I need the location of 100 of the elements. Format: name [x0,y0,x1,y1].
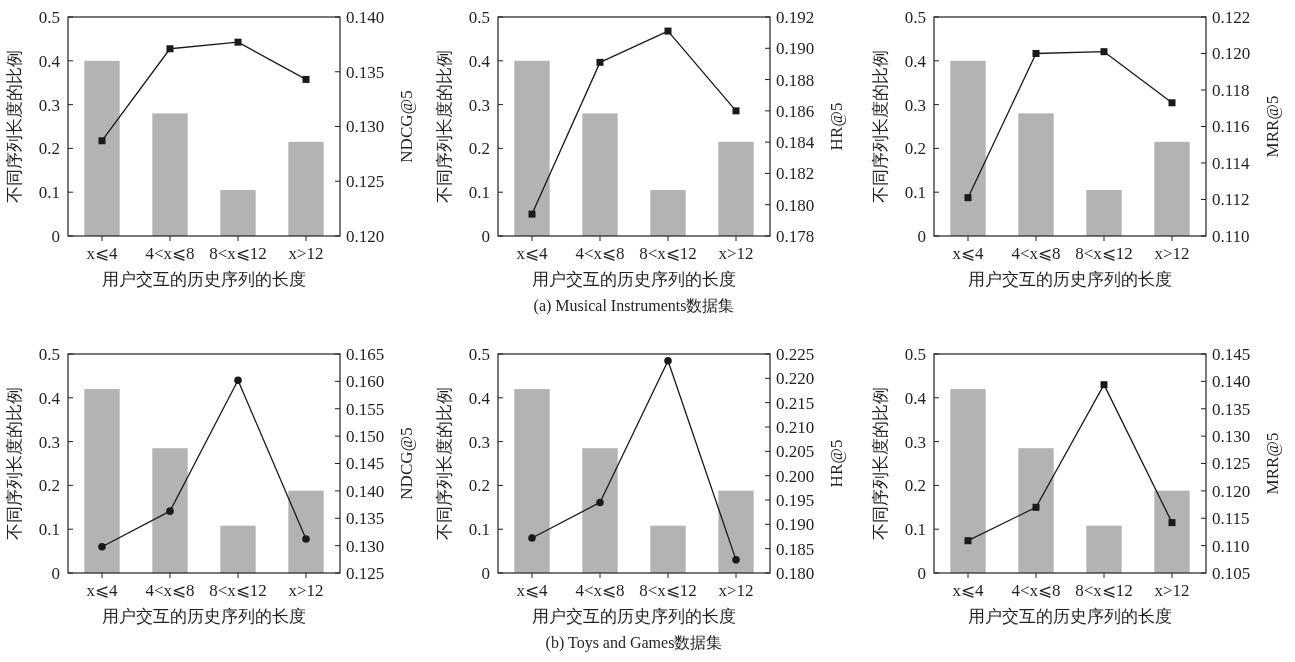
y-tick-label: 0.3 [468,95,490,115]
x-tick-label: 8<x⩽12 [1075,244,1133,263]
point [596,498,604,507]
y2-tick-label: 0.178 [776,226,815,246]
bar [718,141,754,236]
y-tick-label: 0.1 [38,520,60,540]
y2-tick-label: 0.140 [1212,372,1251,392]
point [1168,99,1176,107]
x-tick-label: x⩽4 [952,244,984,263]
y2-tick-label: 0.215 [776,393,815,413]
y-tick-label: 0.5 [468,7,490,27]
x-tick-label: 4<x⩽8 [575,581,625,600]
y2-axis-title: MRR@5 [1263,432,1282,495]
y2-tick-label: 0.165 [346,344,385,364]
point [964,194,972,202]
y2-tick-label: 0.140 [346,7,385,27]
x-axis-title: 用户交互的历史序列的长度 [532,270,736,289]
y-tick-label: 0.4 [904,388,927,408]
point [664,27,672,35]
x-tick-label: x⩽4 [952,581,984,600]
y-tick-label: 0.2 [904,139,926,159]
y2-tick-label: 0.135 [346,509,385,529]
y-tick-label: 0.5 [904,7,926,27]
y-tick-label: 0 [481,563,490,583]
y-tick-label: 0.5 [468,344,490,364]
bar [1086,525,1122,573]
point [528,534,536,542]
point [964,537,972,545]
point [664,357,672,365]
x-tick-label: x⩽4 [516,244,548,263]
bar [950,60,986,236]
y-axis-title: 不同序列长度的比例 [871,387,890,540]
y-tick-label: 0.1 [468,183,490,203]
y2-tick-label: 0.180 [776,563,815,583]
y2-tick-label: 0.120 [1212,44,1251,64]
y2-tick-label: 0.125 [1212,454,1251,474]
y2-axis-title: NDCG@5 [397,427,416,500]
y-tick-label: 0.3 [904,432,926,452]
x-tick-label: x>12 [288,244,324,263]
bar [514,389,550,573]
x-tick-label: 4<x⩽8 [575,244,625,263]
bar [288,490,324,573]
y-tick-label: 0.2 [468,139,490,159]
point [1032,50,1040,57]
y-tick-label: 0 [481,226,490,246]
y-tick-label: 0.4 [468,51,491,71]
y2-tick-label: 0.145 [1212,344,1251,364]
y-tick-label: 0.2 [904,476,926,496]
x-tick-label: x>12 [718,244,754,263]
y-axis-title: 不同序列长度的比例 [435,50,454,203]
x-axis-title: 用户交互的历史序列的长度 [102,607,306,626]
y2-tick-label: 0.192 [776,7,815,27]
x-tick-label: 8<x⩽12 [209,244,267,263]
y-tick-label: 0.4 [904,51,927,71]
y-tick-label: 0 [51,226,60,246]
y-tick-label: 0.3 [38,432,60,452]
y2-tick-label: 0.186 [776,101,815,121]
point [1100,48,1108,56]
bar [1018,113,1054,236]
y-tick-label: 0.4 [38,51,61,71]
x-tick-label: 8<x⩽12 [639,581,697,600]
x-tick-label: 4<x⩽8 [145,244,195,263]
y2-tick-label: 0.150 [346,427,385,447]
x-tick-label: x>12 [1154,244,1190,263]
point [1100,381,1108,389]
y-tick-label: 0.1 [468,520,490,540]
bar [582,113,618,236]
y2-tick-label: 0.220 [776,369,815,389]
y2-tick-label: 0.116 [1212,117,1250,137]
y-axis-title: 不同序列长度的比例 [5,50,24,203]
point [302,75,310,83]
x-tick-label: 4<x⩽8 [145,581,195,600]
y2-axis-title: MRR@5 [1263,95,1282,158]
bar [84,60,120,236]
y2-tick-label: 0.118 [1212,80,1250,100]
y-tick-label: 0.1 [904,183,926,203]
bar [288,141,324,236]
y2-tick-label: 0.115 [1212,509,1250,529]
bar [1018,448,1054,573]
bar [220,525,256,573]
y2-tick-label: 0.184 [776,133,815,153]
x-tick-label: 8<x⩽12 [1075,581,1133,600]
y-tick-label: 0.1 [38,183,60,203]
y2-tick-label: 0.135 [1212,399,1251,419]
bar [650,525,686,573]
y2-tick-label: 0.114 [1212,153,1251,173]
point [166,507,174,515]
bar [718,490,754,573]
bar [1154,141,1190,236]
y-tick-label: 0.5 [38,344,60,364]
x-tick-label: x⩽4 [86,244,118,263]
point [234,376,242,385]
point [732,556,740,564]
y2-tick-label: 0.130 [346,536,385,556]
y2-tick-label: 0.140 [346,481,385,501]
y2-tick-label: 0.130 [1212,427,1251,447]
y2-tick-label: 0.225 [776,344,815,364]
y2-tick-label: 0.110 [1212,226,1250,246]
y2-tick-label: 0.125 [346,172,385,192]
point [1168,519,1176,527]
